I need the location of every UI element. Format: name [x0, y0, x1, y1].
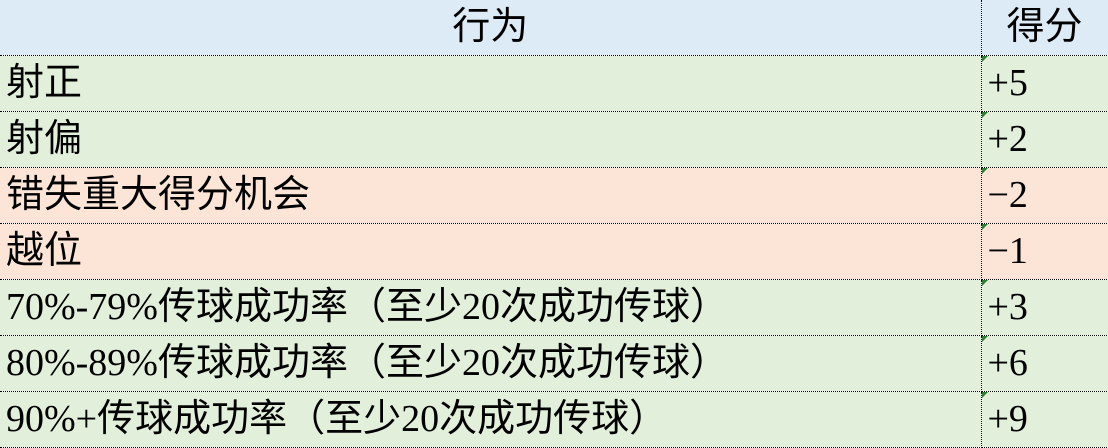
action-cell[interactable]: 射偏 [0, 111, 982, 168]
score-value: +6 [987, 342, 1028, 384]
score-cell[interactable]: −2 [981, 167, 1108, 224]
action-cell[interactable]: 90%+传球成功率（至少20次成功传球） [0, 391, 982, 448]
score-value: −1 [987, 230, 1028, 272]
number-as-text-indicator-icon [981, 392, 988, 398]
number-as-text-indicator-icon [981, 336, 988, 342]
header-score[interactable]: 得分 [981, 0, 1108, 56]
action-cell[interactable]: 射正 [0, 55, 982, 112]
header-action[interactable]: 行为 [0, 0, 982, 56]
table-row: 70%-79%传球成功率（至少20次成功传球） +3 [0, 279, 1108, 336]
score-cell[interactable]: +9 [981, 391, 1108, 448]
table-row: 越位 −1 [0, 223, 1108, 280]
action-cell[interactable]: 错失重大得分机会 [0, 167, 982, 224]
score-value: +9 [987, 398, 1028, 440]
table-row: 90%+传球成功率（至少20次成功传球） +9 [0, 391, 1108, 448]
score-cell[interactable]: −1 [981, 223, 1108, 280]
number-as-text-indicator-icon [981, 112, 988, 118]
action-cell[interactable]: 70%-79%传球成功率（至少20次成功传球） [0, 279, 982, 336]
table-row: 射正 +5 [0, 55, 1108, 112]
score-cell[interactable]: +6 [981, 335, 1108, 392]
score-cell[interactable]: +5 [981, 55, 1108, 112]
header-row: 行为 得分 [0, 0, 1108, 56]
score-cell[interactable]: +3 [981, 279, 1108, 336]
number-as-text-indicator-icon [981, 224, 988, 230]
score-value: +3 [987, 286, 1028, 328]
table-row: 80%-89%传球成功率（至少20次成功传球） +6 [0, 335, 1108, 392]
action-cell[interactable]: 80%-89%传球成功率（至少20次成功传球） [0, 335, 982, 392]
number-as-text-indicator-icon [981, 280, 988, 286]
table-row: 射偏 +2 [0, 111, 1108, 168]
number-as-text-indicator-icon [981, 56, 988, 62]
table-row: 错失重大得分机会 −2 [0, 167, 1108, 224]
score-value: +5 [987, 62, 1028, 104]
score-value: −2 [987, 174, 1028, 216]
action-cell[interactable]: 越位 [0, 223, 982, 280]
score-value: +2 [987, 118, 1028, 160]
number-as-text-indicator-icon [981, 168, 988, 174]
score-cell[interactable]: +2 [981, 111, 1108, 168]
